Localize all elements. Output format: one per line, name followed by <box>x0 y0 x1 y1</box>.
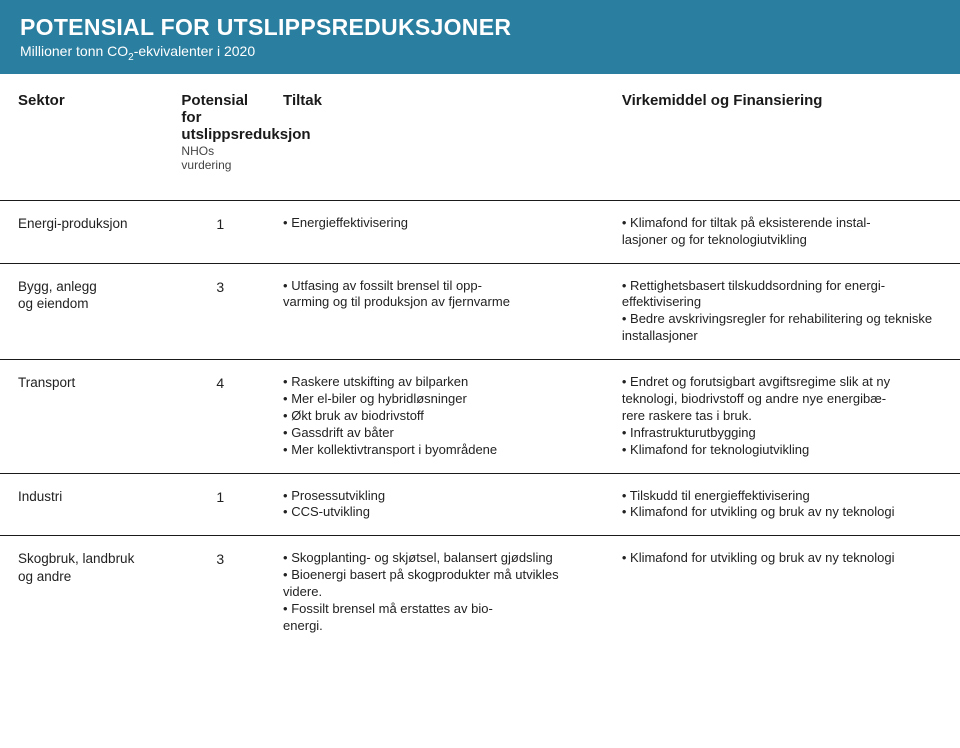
cell-potensial: 1 <box>169 473 271 536</box>
cell-sektor: Skogbruk, landbruk og andre <box>0 536 169 649</box>
page-title: POTENSIAL FOR UTSLIPPSREDUKSJONER <box>20 14 940 41</box>
cell-tiltak: • Skogplanting- og skjøtsel, balansert g… <box>271 536 610 649</box>
cell-tiltak: • Energieffektivisering <box>271 200 610 263</box>
table-row: Skogbruk, landbruk og andre 3 • Skogplan… <box>0 536 960 649</box>
cell-tiltak: • Raskere utskifting av bilparken• Mer e… <box>271 360 610 473</box>
table-body: Energi-produksjon 1 • Energieffektiviser… <box>0 200 960 649</box>
cell-virkemiddel: • Rettighetsbasert tilskuddsordning for … <box>610 263 960 360</box>
page-subtitle: Millioner tonn CO2-ekvivalenter i 2020 <box>20 43 940 63</box>
table-header-row: Sektor Potensial for utslippsreduksjon N… <box>0 74 960 201</box>
emissions-table: Sektor Potensial for utslippsreduksjon N… <box>0 74 960 649</box>
cell-tiltak: • Prosessutvikling• CCS-utvikling <box>271 473 610 536</box>
cell-tiltak: • Utfasing av fossilt brensel til opp-va… <box>271 263 610 360</box>
cell-sektor: Bygg, anleggog eiendom <box>0 263 169 360</box>
col-header-virkemiddel: Virkemiddel og Finansiering <box>610 74 960 201</box>
cell-virkemiddel: • Tilskudd til energieffektivisering• Kl… <box>610 473 960 536</box>
table-row: Industri 1 • Prosessutvikling• CCS-utvik… <box>0 473 960 536</box>
col-header-potensial: Potensial for utslippsreduksjon NHOs vur… <box>169 74 271 201</box>
page-header: POTENSIAL FOR UTSLIPPSREDUKSJONER Millio… <box>0 0 960 74</box>
cell-sektor: Industri <box>0 473 169 536</box>
cell-potensial: 3 <box>169 263 271 360</box>
subtitle-post: -ekvivalenter i 2020 <box>134 43 255 59</box>
cell-potensial: 1 <box>169 200 271 263</box>
cell-sektor: Energi-produksjon <box>0 200 169 263</box>
table-row: Energi-produksjon 1 • Energieffektiviser… <box>0 200 960 263</box>
subtitle-pre: Millioner tonn CO <box>20 43 128 59</box>
col-header-tiltak: Tiltak <box>271 74 610 201</box>
table-row: Bygg, anleggog eiendom 3 • Utfasing av f… <box>0 263 960 360</box>
col-header-potensial-sub: NHOs vurdering <box>181 144 259 172</box>
cell-virkemiddel: • Klimafond for tiltak på eksisterende i… <box>610 200 960 263</box>
table-row: Transport 4 • Raskere utskifting av bilp… <box>0 360 960 473</box>
cell-virkemiddel: • Klimafond for utvikling og bruk av ny … <box>610 536 960 649</box>
cell-potensial: 4 <box>169 360 271 473</box>
cell-sektor: Transport <box>0 360 169 473</box>
cell-potensial: 3 <box>169 536 271 649</box>
cell-virkemiddel: • Endret og forutsigbart avgiftsregime s… <box>610 360 960 473</box>
col-header-sektor: Sektor <box>0 74 169 201</box>
